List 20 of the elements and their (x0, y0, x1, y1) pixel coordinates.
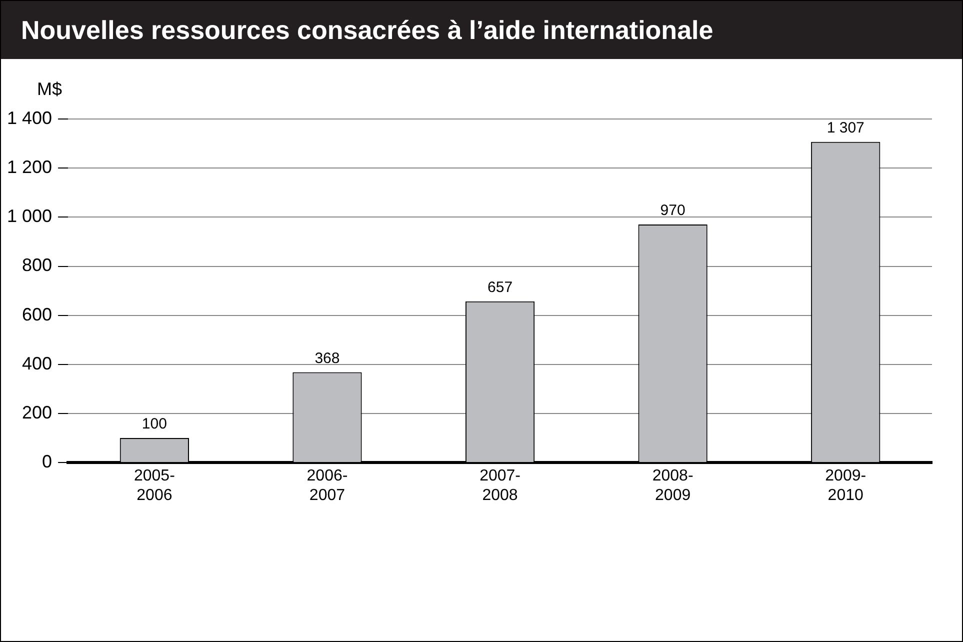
x-tick-label: 2009-2010 (825, 468, 866, 504)
data-label: 368 (314, 350, 340, 367)
y-tick-label: 200 (22, 402, 52, 422)
y-tick-label: 1 000 (6, 206, 52, 226)
data-label: 1 307 (826, 119, 864, 136)
y-tick-label: 600 (22, 304, 52, 324)
y-tick-label: 1 200 (6, 157, 52, 178)
data-label: 100 (142, 416, 167, 433)
x-tick-label: 2005-2006 (134, 468, 175, 504)
data-label: 657 (488, 278, 513, 296)
y-axis-title: M$ (37, 78, 62, 99)
data-label: 970 (660, 202, 686, 220)
y-tick-label: 800 (22, 255, 52, 276)
x-tick-label: 2007-2008 (480, 468, 520, 504)
chart-title: Nouvelles ressources consacrées à l’aide internationale (1, 1, 962, 59)
x-tick-label: 2008-2009 (652, 468, 694, 504)
y-tick-label: 0 (42, 452, 52, 472)
y-tick-label: 1 400 (6, 108, 52, 128)
y-tick-label: 400 (22, 353, 52, 374)
x-tick-label: 2006-2007 (306, 468, 348, 504)
